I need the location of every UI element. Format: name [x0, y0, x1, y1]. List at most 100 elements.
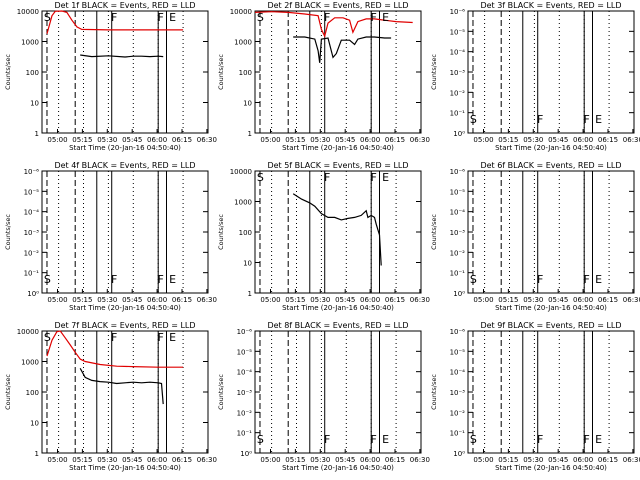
- y-tick-label-5: 10⁻⁴: [450, 369, 466, 377]
- x-tick-label-1: 05:00: [473, 136, 493, 144]
- y-tick-label-2: 10: [243, 100, 252, 108]
- detector-panel-1: 1 10 100 1000 10000 05:00 05:15 05:30 05:45 06:00…: [4, 1, 217, 152]
- y-tick-label-1: 10⁰: [240, 450, 252, 458]
- marker-f-2: F: [324, 171, 330, 184]
- marker-f-3: F: [584, 273, 590, 286]
- marker-s-1: S: [44, 273, 51, 286]
- y-tick-label-2: 10⁻¹: [450, 270, 466, 278]
- y-tick-label-1: 10⁰: [453, 130, 465, 138]
- marker-e-4: E: [169, 11, 176, 24]
- y-tick-label-5: 10⁻⁴: [450, 209, 466, 217]
- marker-f-2: F: [324, 433, 330, 446]
- y-axis-label: Counts/sec: [217, 214, 225, 250]
- y-tick-label-1: 10⁰: [453, 290, 465, 298]
- marker-f-3: F: [371, 11, 377, 24]
- panel-title: Det 7f BLACK = Events, RED = LLD: [54, 321, 195, 330]
- x-axis-label: Start Time (20-Jan-16 04:50:40): [282, 304, 394, 312]
- x-tick-label-7: 06:30: [197, 136, 217, 144]
- y-tick-label-4: 10⁻³: [450, 389, 466, 397]
- panel-title: Det 6f BLACK = Events, RED = LLD: [480, 161, 621, 170]
- x-tick-label-2: 05:15: [498, 456, 518, 464]
- y-tick-label-7: 10⁻⁶: [450, 168, 466, 176]
- marker-s-1: S: [470, 273, 477, 286]
- y-tick-label-2: 10: [30, 100, 39, 108]
- x-tick-label-4: 05:45: [548, 456, 568, 464]
- detector-panel-8: 10⁰ 10⁻¹ 10⁻² 10⁻³ 10⁻⁴ 10⁻⁵ 10⁻⁶ 05:00 05:15 05:…: [217, 321, 430, 472]
- y-axis-label: Counts/sec: [430, 374, 438, 410]
- x-tick-label-7: 06:30: [197, 456, 217, 464]
- x-tick-label-7: 06:30: [623, 136, 640, 144]
- x-tick-label-7: 06:30: [623, 456, 640, 464]
- y-tick-label-4: 1000: [21, 359, 39, 367]
- y-axis-label: Counts/sec: [4, 214, 12, 250]
- x-tick-label-5: 06:00: [360, 136, 380, 144]
- marker-s-1: S: [470, 433, 477, 446]
- marker-f-3: F: [584, 113, 590, 126]
- x-tick-label-5: 06:00: [573, 456, 593, 464]
- x-tick-label-6: 06:15: [598, 456, 618, 464]
- y-axis-label: Counts/sec: [4, 54, 12, 90]
- x-tick-label-5: 06:00: [147, 456, 167, 464]
- x-tick-label-3: 05:30: [310, 456, 330, 464]
- y-tick-label-3: 10⁻²: [450, 249, 466, 257]
- x-tick-label-2: 05:15: [498, 136, 518, 144]
- series-line-2: [80, 54, 164, 58]
- marker-s-1: S: [470, 113, 477, 126]
- panel-title: Det 3f BLACK = Events, RED = LLD: [480, 1, 621, 10]
- x-tick-label-1: 05:00: [260, 136, 280, 144]
- x-tick-label-5: 06:00: [573, 296, 593, 304]
- detector-panel-3: 10⁰ 10⁻¹ 10⁻² 10⁻³ 10⁻⁴ 10⁻⁵ 10⁻⁶ 05:00 05:15 05:…: [430, 1, 640, 152]
- panel-title: Det 2f BLACK = Events, RED = LLD: [267, 1, 408, 10]
- y-tick-label-6: 10⁻⁵: [24, 188, 40, 196]
- x-tick-label-7: 06:30: [197, 296, 217, 304]
- y-tick-label-6: 10⁻⁵: [450, 188, 466, 196]
- marker-f-2: F: [324, 11, 330, 24]
- marker-f-3: F: [371, 433, 377, 446]
- x-tick-label-7: 06:30: [410, 136, 430, 144]
- x-tick-label-4: 05:45: [335, 296, 355, 304]
- x-tick-label-3: 05:30: [97, 296, 117, 304]
- y-tick-label-3: 10⁻²: [24, 249, 40, 257]
- y-tick-label-5: 10⁻⁴: [450, 49, 466, 57]
- y-tick-label-1: 1: [248, 130, 252, 138]
- x-tick-label-6: 06:15: [385, 296, 405, 304]
- x-axis-label: Start Time (20-Jan-16 04:50:40): [495, 464, 607, 472]
- x-tick-label-2: 05:15: [498, 296, 518, 304]
- y-tick-label-2: 10⁻¹: [237, 430, 253, 438]
- series-line-2: [79, 368, 164, 405]
- y-tick-label-3: 100: [239, 69, 252, 77]
- marker-e-4: E: [382, 433, 389, 446]
- x-tick-label-3: 05:30: [523, 296, 543, 304]
- x-tick-label-3: 05:30: [97, 456, 117, 464]
- y-tick-label-3: 10⁻²: [450, 409, 466, 417]
- x-tick-label-1: 05:00: [47, 296, 67, 304]
- marker-e-4: E: [382, 171, 389, 184]
- y-tick-label-1: 1: [35, 450, 39, 458]
- x-tick-label-3: 05:30: [310, 296, 330, 304]
- panel-title: Det 9f BLACK = Events, RED = LLD: [480, 321, 621, 330]
- y-tick-label-1: 10⁰: [27, 290, 39, 298]
- y-tick-label-5: 10000: [230, 8, 252, 16]
- x-tick-label-1: 05:00: [47, 456, 67, 464]
- x-tick-label-5: 06:00: [360, 296, 380, 304]
- x-tick-label-3: 05:30: [97, 136, 117, 144]
- series-line-2: [293, 36, 392, 63]
- x-tick-label-3: 05:30: [310, 136, 330, 144]
- detector-panel-6: 10⁰ 10⁻¹ 10⁻² 10⁻³ 10⁻⁴ 10⁻⁵ 10⁻⁶ 05:00 05:15 05:…: [430, 161, 640, 312]
- y-tick-label-5: 10000: [17, 328, 39, 336]
- y-tick-label-3: 100: [26, 69, 39, 77]
- marker-f-3: F: [371, 171, 377, 184]
- x-axis-label: Start Time (20-Jan-16 04:50:40): [495, 304, 607, 312]
- series-line-1: [254, 11, 413, 38]
- y-tick-label-2: 10⁻¹: [24, 270, 40, 278]
- y-tick-label-5: 10000: [230, 168, 252, 176]
- x-tick-label-4: 05:45: [548, 296, 568, 304]
- y-axis-label: Counts/sec: [430, 214, 438, 250]
- y-tick-label-3: 100: [26, 389, 39, 397]
- x-tick-label-7: 06:30: [410, 456, 430, 464]
- y-tick-label-4: 1000: [234, 199, 252, 207]
- x-axis-label: Start Time (20-Jan-16 04:50:40): [495, 144, 607, 152]
- x-tick-label-5: 06:00: [573, 136, 593, 144]
- marker-e-4: E: [169, 331, 176, 344]
- x-tick-label-2: 05:15: [285, 456, 305, 464]
